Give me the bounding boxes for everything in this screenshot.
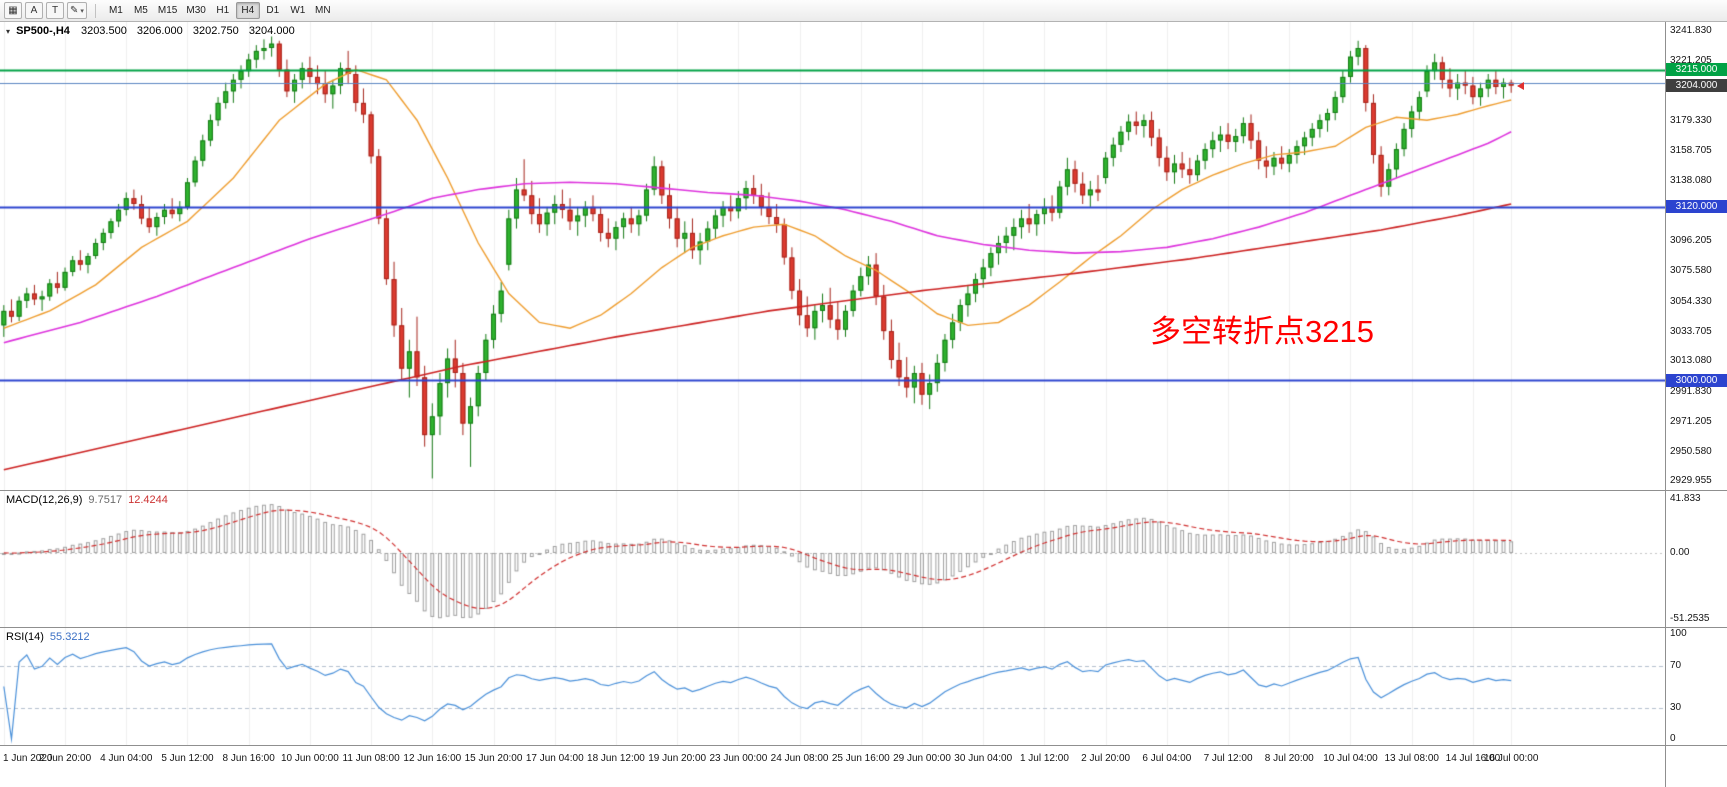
rsi-header: RSI(14) 55.3212 [6, 631, 90, 643]
time-axis-label: 8 Jun 16:00 [222, 753, 275, 764]
macd-canvas[interactable] [0, 491, 1665, 627]
price-axis-label: 2991.830 [1670, 386, 1712, 398]
pencil-icon: ✎ [70, 5, 79, 16]
ohlc-open: 3203.500 [80, 25, 127, 37]
ohlc-close: 3204.000 [248, 25, 295, 37]
time-axis-label: 4 Jun 04:00 [100, 753, 153, 764]
level-price-badge: 3120.000 [1666, 200, 1727, 214]
ohlc-high: 3206.000 [136, 25, 183, 37]
chart-annotation-text[interactable]: 多空转折点3215 [1150, 314, 1374, 349]
macd-axis[interactable]: 41.833 0.00 -51.2535 [1665, 491, 1727, 628]
price-axis-label: 2950.580 [1670, 445, 1712, 457]
rsi-value: 55.3212 [49, 631, 90, 643]
price-axis-label: 3241.830 [1670, 24, 1712, 36]
macd-axis-label: -51.2535 [1670, 612, 1710, 624]
timeframe-button-m5[interactable]: M5 [129, 2, 153, 19]
toolbar: ▦ A T ✎ ▾ M1 M5 M15 M30 H1 H4 D1 W1 MN [0, 0, 1727, 22]
chart-grid-icon: ▦ [8, 5, 18, 16]
time-axis-label: 2 Jul 20:00 [1081, 753, 1131, 764]
timeframe-button-m30[interactable]: M30 [182, 2, 209, 19]
letter-t-icon: T [51, 5, 59, 16]
time-axis-label: 10 Jun 00:00 [280, 753, 339, 764]
price-axis-label: 3033.705 [1670, 325, 1712, 337]
letter-a-icon: A [30, 5, 38, 16]
rsi-canvas[interactable] [0, 628, 1665, 745]
chart-title: SP500-,H4 [16, 25, 70, 37]
time-axis-label: 19 Jun 20:00 [648, 753, 707, 764]
annotate-a-button[interactable]: A [25, 2, 43, 19]
level-price-badge: 3215.000 [1666, 63, 1727, 77]
macd-label: MACD(12,26,9) [6, 494, 83, 506]
time-axis-label: 10 Jul 04:00 [1323, 753, 1378, 764]
macd-axis-label: 41.833 [1670, 493, 1701, 505]
time-axis-label: 2 Jun 20:00 [38, 753, 92, 764]
rsi-axis-label: 0 [1670, 733, 1676, 744]
chart-header: ▾ SP500-,H4 3203.500 3206.000 3202.750 3… [6, 25, 302, 37]
toolbar-separator [94, 3, 96, 18]
price-axis-label: 3054.330 [1670, 295, 1712, 307]
level-price-badge: 3000.000 [1666, 373, 1727, 387]
time-axis-label: 23 Jun 00:00 [709, 753, 768, 764]
timeframe-button-h4[interactable]: H4 [235, 2, 260, 19]
price-axis-label: 3179.330 [1670, 115, 1712, 127]
timeframe-button-h1[interactable]: H1 [211, 2, 235, 19]
time-axis-label: 30 Jun 04:00 [954, 753, 1013, 764]
rsi-panel: RSI(14) 55.3212 100 70 30 0 [0, 627, 1727, 746]
current-price-badge: 3204.000 [1666, 79, 1727, 93]
timeframe-button-w1[interactable]: W1 [286, 2, 310, 19]
time-axis-label: 17 Jun 04:00 [525, 753, 584, 764]
rsi-axis-label: 70 [1670, 659, 1682, 671]
macd-axis-label: 0.00 [1670, 546, 1690, 558]
time-axis-label: 8 Jul 20:00 [1264, 753, 1314, 764]
chart-grid-button[interactable]: ▦ [4, 2, 22, 19]
caret-down-icon: ▾ [80, 7, 84, 15]
price-axis-label: 3013.080 [1670, 355, 1712, 367]
macd-header: MACD(12,26,9) 9.7517 12.4244 [6, 494, 168, 506]
price-axis-label: 2971.205 [1670, 415, 1712, 427]
main-chart-panel: ▾ SP500-,H4 3203.500 3206.000 3202.750 3… [0, 22, 1727, 490]
annotate-t-button[interactable]: T [46, 2, 64, 19]
time-axis-label: 16 Jul 00:00 [1483, 753, 1539, 764]
time-axis-label: 24 Jun 08:00 [770, 753, 829, 764]
macd-signal-value: 12.4244 [128, 494, 168, 506]
price-axis-label: 3221.205 [1670, 54, 1712, 66]
ohlc-low: 3202.750 [192, 25, 239, 37]
timeframe-button-m1[interactable]: M1 [104, 2, 128, 19]
draw-tools-button[interactable]: ✎ ▾ [67, 2, 87, 19]
timeframe-button-m15[interactable]: M15 [154, 2, 181, 19]
time-axis-label: 18 Jun 12:00 [587, 753, 645, 764]
macd-panel: MACD(12,26,9) 9.7517 12.4244 41.833 0.00 -51… [0, 490, 1727, 628]
time-axis-label: 12 Jun 16:00 [403, 753, 462, 764]
time-axis-label: 7 Jul 12:00 [1203, 753, 1253, 764]
price-axis-label: 3096.205 [1670, 235, 1712, 247]
time-axis-label: 14 Jul 16:00 [1445, 753, 1501, 764]
price-axis-label: 3138.080 [1670, 174, 1712, 186]
last-price-arrow-icon [1517, 81, 1525, 90]
rsi-axis-label: 30 [1670, 701, 1682, 713]
timeframe-button-d1[interactable]: D1 [261, 2, 285, 19]
macd-value: 9.7517 [88, 494, 123, 506]
rsi-label: RSI(14) [6, 631, 44, 643]
price-axis-label: 3075.580 [1670, 265, 1712, 277]
time-axis[interactable]: 1 Jun 2020 2 Jun 20:00 4 Jun 04:00 5 Jun 12… [0, 745, 1727, 787]
price-axis-label: 2929.955 [1670, 475, 1712, 487]
timeframe-button-mn[interactable]: MN [311, 2, 335, 19]
time-axis-label: 13 Jul 08:00 [1384, 753, 1439, 764]
time-axis-label: 6 Jul 04:00 [1142, 753, 1192, 764]
time-axis-label: 25 Jun 16:00 [831, 753, 890, 764]
time-axis-label: 29 Jun 00:00 [893, 753, 951, 764]
main-chart-canvas[interactable] [0, 22, 1665, 490]
price-axis[interactable]: 3241.8303221.2053200.5803179.3303158.705… [1665, 22, 1727, 490]
time-axis-corner [1665, 746, 1727, 787]
time-axis-label: 11 Jun 08:00 [342, 753, 400, 764]
price-axis-label: 3158.705 [1670, 144, 1712, 156]
chart-menu-icon[interactable]: ▾ [6, 27, 11, 36]
rsi-axis-label: 100 [1670, 628, 1687, 639]
time-axis-label: 1 Jul 12:00 [1019, 753, 1069, 764]
time-axis-label: 1 Jun 2020 [3, 753, 53, 764]
rsi-axis[interactable]: 100 70 30 0 [1665, 628, 1727, 746]
timeframe-group: M1 M5 M15 M30 H1 H4 D1 W1 MN [104, 2, 335, 19]
time-axis-label: 5 Jun 12:00 [161, 753, 214, 764]
time-axis-label: 15 Jun 20:00 [464, 753, 523, 764]
